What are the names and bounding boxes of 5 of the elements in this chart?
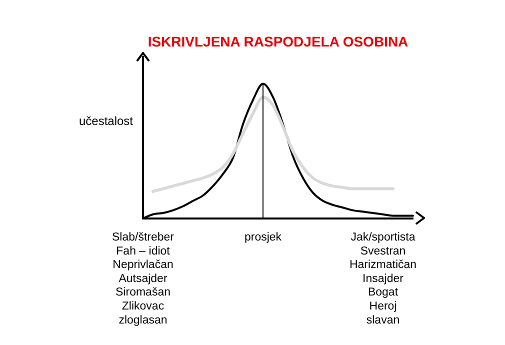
y-axis-title: učestalost xyxy=(78,114,134,128)
chart-title: ISKRIVLJENA RASPODJELA OSOBINA xyxy=(148,33,408,50)
x-tick-label: Jak/sportista Svestran Harizmatičan Insajder Bogat Heroj slavan xyxy=(349,231,417,326)
x-tick-label: prosjek xyxy=(244,231,282,244)
x-tick-label: Slab/štreber Fah – idiot Neprivlačan Autsajder Siromašan Zlikovac zloglasan xyxy=(112,231,174,326)
